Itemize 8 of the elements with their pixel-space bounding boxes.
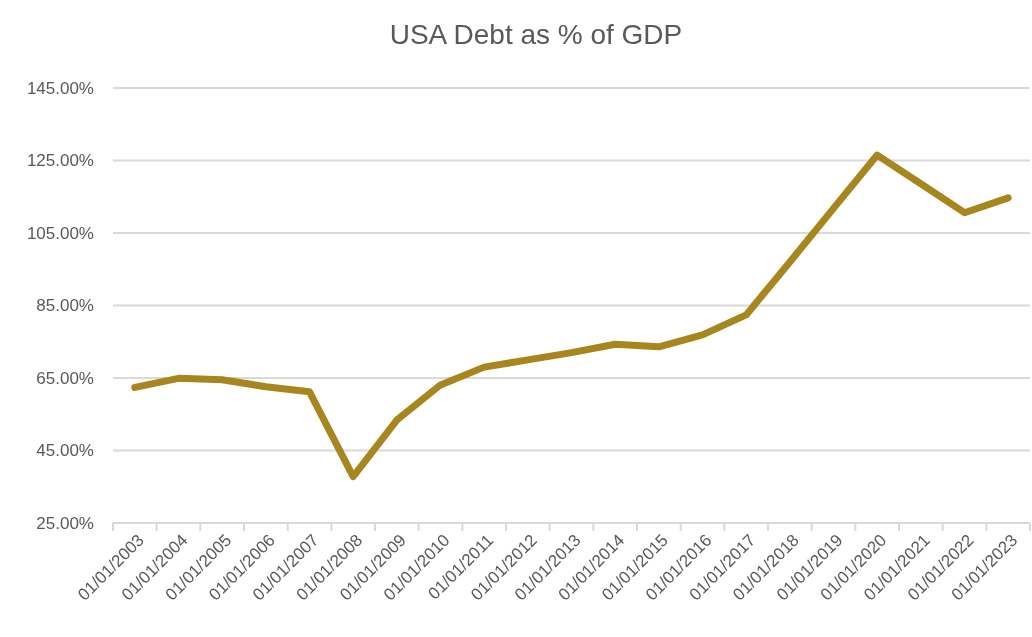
y-tick-label: 145.00% — [26, 78, 94, 98]
y-tick-label: 125.00% — [26, 151, 94, 171]
y-tick-label: 85.00% — [36, 296, 94, 316]
y-tick-label: 45.00% — [36, 441, 94, 461]
y-tick-label: 105.00% — [26, 223, 94, 243]
chart-title: USA Debt as % of GDP — [389, 19, 683, 50]
y-tick-label: 25.00% — [36, 513, 94, 533]
y-tick-label: 65.00% — [36, 368, 94, 388]
